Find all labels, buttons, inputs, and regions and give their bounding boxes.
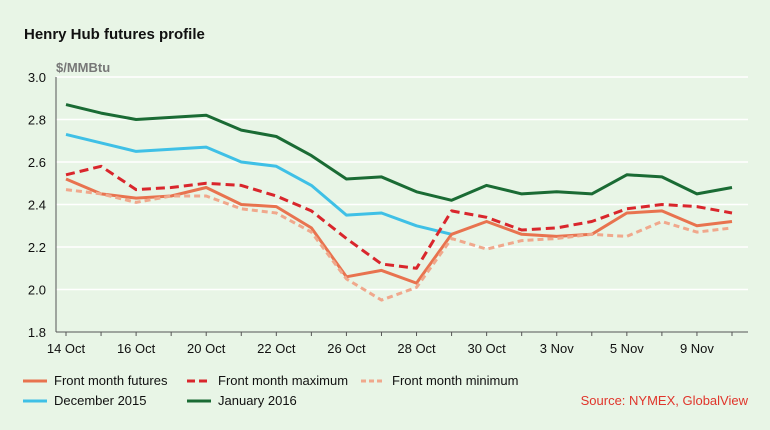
x-tick-label: 30 Oct: [467, 341, 506, 356]
y-tick-label: 3.0: [28, 70, 46, 85]
x-tick-label: 9 Nov: [680, 341, 714, 356]
y-tick-label: 2.0: [28, 283, 46, 298]
y-tick-label: 2.4: [28, 198, 46, 213]
series-line-front-month-minimum: [65, 188, 733, 302]
x-tick-label: 28 Oct: [397, 341, 436, 356]
x-tick-label: 20 Oct: [187, 341, 226, 356]
series-line-front-month-maximum: [65, 164, 733, 270]
y-tick-label: 2.6: [28, 155, 46, 170]
y-tick-label: 2.8: [28, 113, 46, 128]
x-tick-label: 26 Oct: [327, 341, 366, 356]
x-tick-label: 3 Nov: [540, 341, 574, 356]
x-axis: 14 Oct 16 Oct 20 Oct 22 Oct 26 Oct 28 Oct 30 O…: [47, 77, 748, 356]
series-lines: [65, 103, 733, 302]
series-line-december-2015: [65, 132, 452, 236]
source-note: Source: NYMEX, GlobalView: [580, 393, 748, 408]
gridlines: [56, 76, 748, 291]
y-tick-label: 2.2: [28, 240, 46, 255]
y-axis-unit-label: $/MMBtu: [56, 60, 110, 75]
x-tick-label: 22 Oct: [257, 341, 296, 356]
x-tick-label: 16 Oct: [117, 341, 156, 356]
y-tick-label: 1.8: [28, 325, 46, 340]
chart-title: Henry Hub futures profile: [24, 26, 205, 43]
x-tick-label: 5 Nov: [610, 341, 644, 356]
x-tick-label: 14 Oct: [47, 341, 86, 356]
series-line-january-2016: [65, 103, 733, 202]
y-axis-ticks: 3.0 2.8 2.6 2.4 2.2 2.0 1.8: [28, 70, 46, 340]
